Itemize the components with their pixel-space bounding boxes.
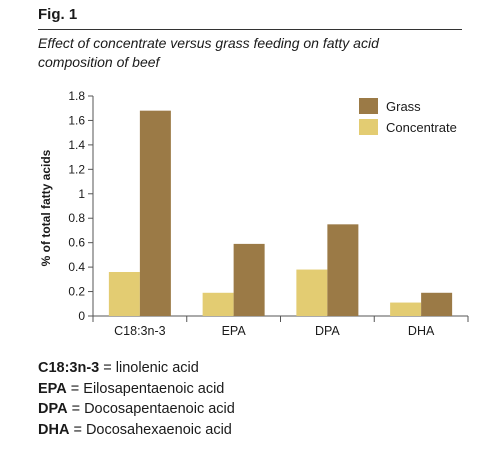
bar-grass-dha (421, 292, 453, 316)
y-tick-label: 0.6 (68, 236, 85, 250)
y-tick-label: 1.8 (68, 89, 85, 103)
y-axis: 0 0.2 0.4 0.6 0.8 1 1.2 1.4 1.6 1.8 (68, 89, 94, 323)
footnote-definition: linolenic acid (115, 360, 199, 376)
legend-label-grass: Grass (386, 99, 421, 114)
footnote-separator: = (67, 401, 85, 417)
legend-label-concentrate: Concentrate (386, 120, 457, 135)
header-rule (38, 29, 462, 30)
footnote-definition: Docosahexaenoic acid (85, 421, 232, 438)
legend-swatch-grass (359, 98, 378, 114)
bars (108, 110, 453, 317)
footnote-separator: = (99, 360, 116, 376)
bar-concentrate-c183n3 (108, 272, 140, 316)
bar-chart: 0 0.2 0.4 0.6 0.8 1 1.2 1.4 1.6 1.8 C18:3n-3 EPA DP… (39, 89, 469, 338)
footnote-separator: = (69, 421, 86, 438)
bar-concentrate-dpa (296, 269, 328, 316)
figure-label: Fig. 1 (38, 6, 78, 23)
y-tick-label: 1.6 (68, 113, 85, 127)
y-tick-label: 0.8 (68, 211, 85, 225)
x-tick-label: EPA (222, 324, 247, 338)
y-tick-label: 0 (78, 309, 85, 323)
footnote-line: EPA = Eilosapentaenoic acid (38, 379, 235, 400)
footnote-definition: Eilosapentaenoic acid (83, 380, 225, 397)
footnote-line: DPA = Docosapentaenoic acid (38, 399, 235, 420)
x-tick-label: C18:3n-3 (114, 324, 165, 338)
subtitle-line-2: composition of beef (38, 54, 160, 70)
bar-grass-epa (233, 243, 265, 316)
y-tick-label: 0.4 (68, 260, 85, 274)
figure-subtitle: Effect of concentrate versus grass feedi… (38, 34, 468, 72)
y-tick-label: 0.2 (68, 285, 85, 299)
legend-swatch-concentrate (359, 119, 378, 135)
y-axis-title: % of total fatty acids (39, 149, 53, 266)
x-axis: C18:3n-3 EPA DPA DHA (92, 315, 469, 338)
footnote-line: C18:3n-3 = linolenic acid (38, 358, 235, 379)
footnote-abbr: DPA (38, 401, 68, 417)
footnotes: C18:3n-3 = linolenic acid EPA = Eilosapen… (38, 358, 235, 440)
footnote-abbr: EPA (38, 380, 67, 397)
footnote-definition: Docosapentaenoic acid (84, 401, 235, 417)
bar-concentrate-epa (202, 292, 234, 316)
footnote-abbr: C18:3n-3 (38, 360, 100, 376)
bar-concentrate-dha (390, 302, 422, 316)
y-tick-label: 1.4 (68, 138, 85, 152)
x-tick-label: DPA (315, 324, 340, 338)
legend: Grass Concentrate (359, 98, 457, 135)
subtitle-line-1: Effect of concentrate versus grass feedi… (38, 35, 379, 51)
y-tick-label: 1 (78, 187, 85, 201)
footnote-separator: = (66, 380, 84, 397)
y-tick-label: 1.2 (68, 162, 85, 176)
bar-grass-c183n3 (139, 110, 171, 317)
x-tick-label: DHA (408, 324, 435, 338)
footnote-line: DHA = Docosahexaenoic acid (38, 420, 235, 441)
bar-grass-dpa (327, 224, 359, 316)
footnote-abbr: DHA (38, 421, 70, 438)
